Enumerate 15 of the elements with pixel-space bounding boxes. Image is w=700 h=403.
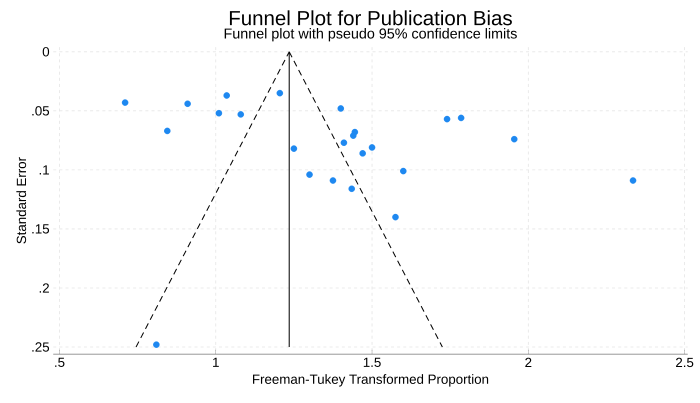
chart-subtitle: Funnel plot with pseudo 95% confidence limits xyxy=(224,28,517,42)
y-tick-label: .1 xyxy=(40,165,49,174)
x-tick-label: 2.5 xyxy=(676,358,694,368)
x-tick-label: 1 xyxy=(213,358,219,367)
x-tick-label: .5 xyxy=(55,358,64,367)
x-axis-title: Freeman-Tukey Transformed Proportion xyxy=(253,374,488,386)
y-tick-label: .15 xyxy=(32,224,50,234)
y-tick-label: .2 xyxy=(40,283,49,293)
y-axis-title: Standard Error xyxy=(16,157,26,244)
x-tick-label: 2 xyxy=(525,358,532,367)
y-tick-label: .25 xyxy=(32,342,50,352)
chart-title: Funnel Plot for Publication Bias xyxy=(230,10,512,26)
y-tick-label: 0 xyxy=(42,46,50,56)
y-tick-label: .05 xyxy=(32,106,50,116)
x-tick-label: 1.5 xyxy=(364,358,381,367)
